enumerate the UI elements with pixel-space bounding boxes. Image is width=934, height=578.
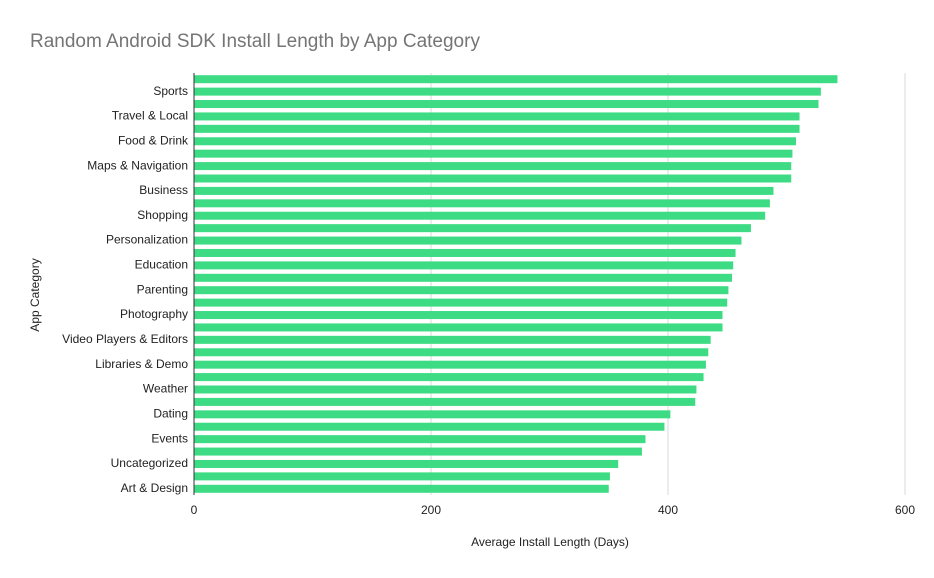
bar xyxy=(194,149,793,158)
bar xyxy=(194,236,742,245)
chart-title: Random Android SDK Install Length by App… xyxy=(30,31,480,52)
bar xyxy=(194,335,711,344)
y-tick-label: Food & Drink xyxy=(118,133,189,147)
bar xyxy=(194,261,734,270)
bar xyxy=(194,112,800,121)
bar xyxy=(194,137,796,146)
x-tick-label: 600 xyxy=(895,503,915,517)
bar xyxy=(194,447,642,456)
y-tick-label: Events xyxy=(151,431,188,445)
bar xyxy=(194,422,665,431)
bar xyxy=(194,385,697,394)
y-tick-label: Sports xyxy=(153,84,188,98)
bar xyxy=(194,199,770,208)
x-tick-label: 200 xyxy=(421,503,441,517)
bar xyxy=(194,323,723,332)
y-tick-label: Weather xyxy=(143,382,188,396)
bar xyxy=(194,373,704,382)
bar xyxy=(194,286,729,295)
y-tick-label: Parenting xyxy=(137,282,188,296)
bar xyxy=(194,484,609,493)
bar xyxy=(194,459,619,468)
y-tick-label: Maps & Navigation xyxy=(87,158,188,172)
bar xyxy=(194,273,732,282)
y-tick-label: Shopping xyxy=(137,208,188,222)
bar xyxy=(194,435,646,444)
y-tick-label: Art & Design xyxy=(121,481,188,495)
bar xyxy=(194,162,792,171)
bar xyxy=(194,360,706,369)
bar xyxy=(194,298,728,307)
bar xyxy=(194,311,723,320)
x-tick-label: 0 xyxy=(191,503,198,517)
y-tick-label: Libraries & Demo xyxy=(95,357,188,371)
bar xyxy=(194,397,696,406)
y-tick-label: Travel & Local xyxy=(112,109,188,123)
bar xyxy=(194,186,774,195)
bar xyxy=(194,224,751,233)
bar xyxy=(194,174,792,183)
bar xyxy=(194,410,671,419)
y-tick-label: Uncategorized xyxy=(111,456,188,470)
y-tick-label: Personalization xyxy=(106,233,188,247)
y-tick-label: Education xyxy=(135,258,188,272)
bar xyxy=(194,248,736,257)
x-tick-label: 400 xyxy=(658,503,678,517)
bar xyxy=(194,100,819,109)
bar xyxy=(194,75,838,84)
bar xyxy=(194,348,709,357)
bar xyxy=(194,87,821,96)
bar xyxy=(194,472,610,481)
y-tick-label: Dating xyxy=(153,406,188,420)
y-tick-label: Video Players & Editors xyxy=(62,332,188,346)
y-tick-label: Business xyxy=(139,183,188,197)
y-tick-label: Photography xyxy=(120,307,188,321)
y-axis-label: App Category xyxy=(28,258,42,331)
x-axis-label: Average Install Length (Days) xyxy=(471,535,629,549)
bar xyxy=(194,124,800,133)
bar xyxy=(194,211,766,220)
